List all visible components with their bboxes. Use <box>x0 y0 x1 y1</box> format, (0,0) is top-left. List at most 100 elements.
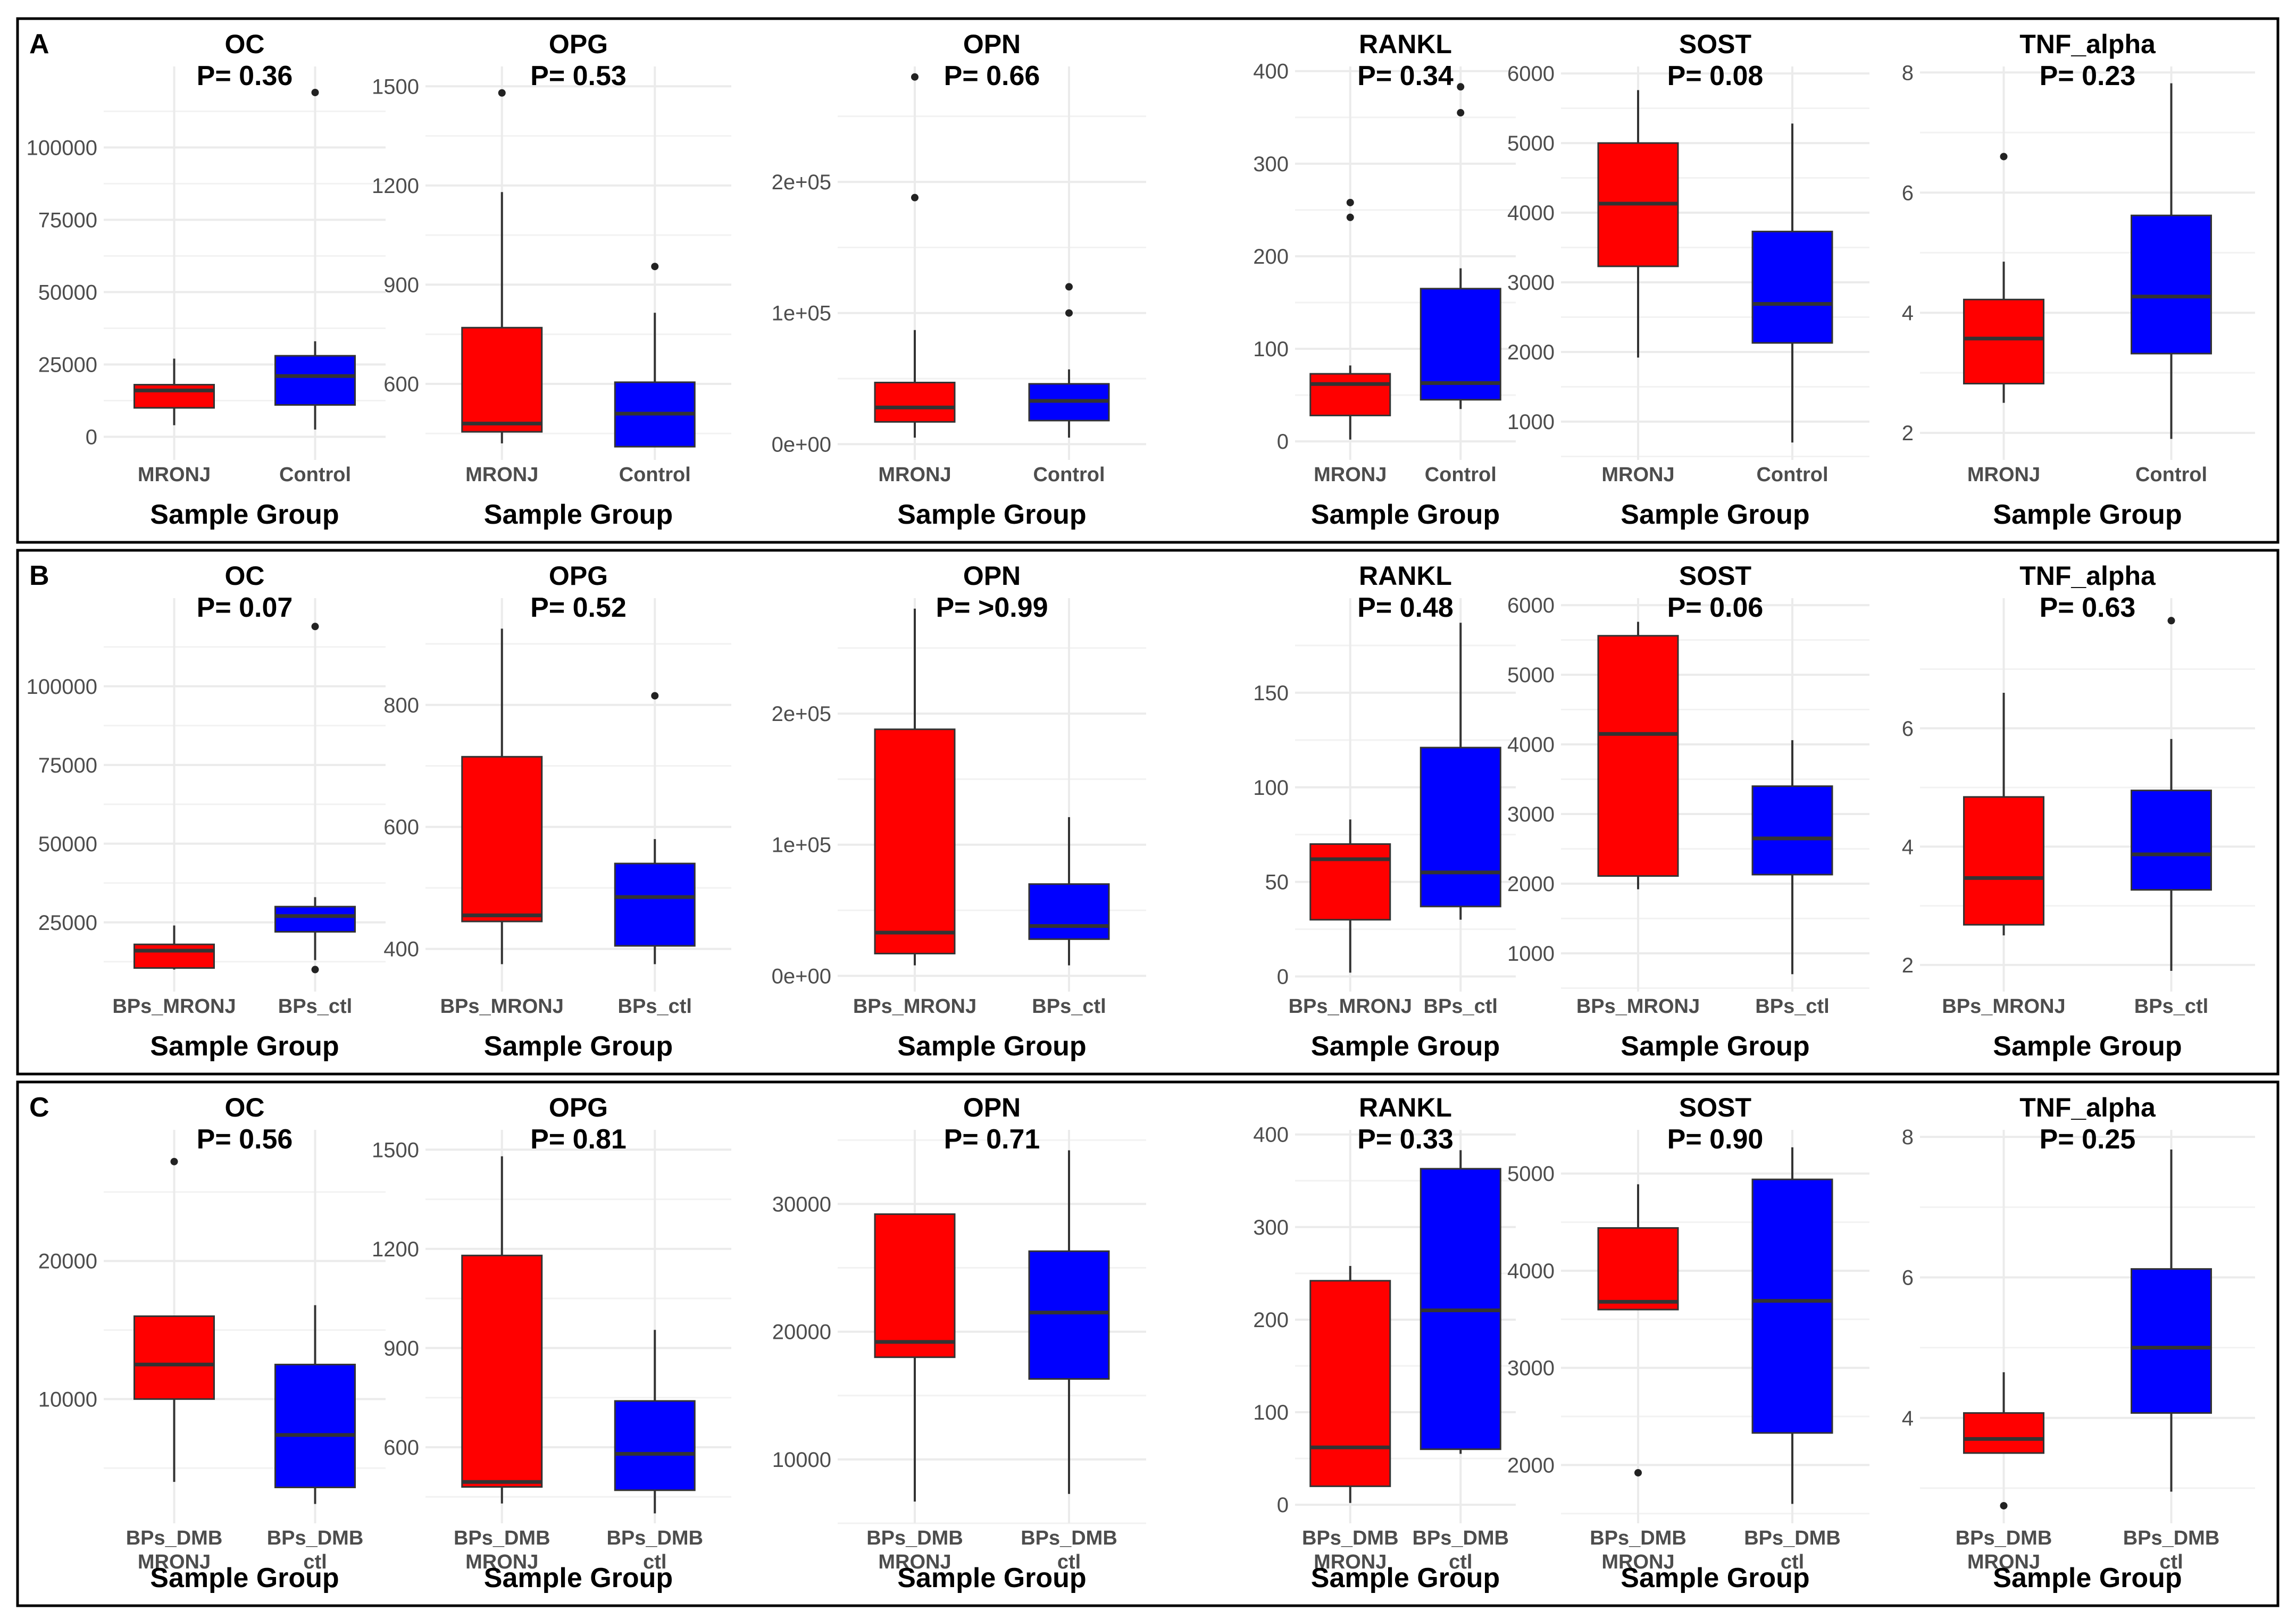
y-tick-label: 4 <box>1902 301 1914 325</box>
panel-title: OC <box>225 561 265 591</box>
outlier-point-case <box>911 194 919 202</box>
x-axis-title: Sample Group <box>150 1563 339 1593</box>
y-tick-label: 3000 <box>1507 271 1555 295</box>
panel-title: TNF_alpha <box>2019 561 2156 591</box>
box-control <box>1751 230 1833 344</box>
x-category-label: MRONJ <box>1967 464 2040 486</box>
outlier-point-case <box>2000 153 2008 161</box>
p-value-label: P= 0.07 <box>197 592 293 623</box>
y-tick-label: 25000 <box>38 353 97 376</box>
panel-title: RANKL <box>1359 1093 1452 1122</box>
p-value-label: P= 0.63 <box>2040 592 2136 623</box>
p-value-label: P= 0.52 <box>530 592 627 623</box>
box-case <box>133 384 215 409</box>
x-axis-title: Sample Group <box>484 1563 673 1593</box>
x-category-label: MRONJ <box>878 1551 951 1573</box>
box-control <box>274 355 356 406</box>
panel-letter-B: B <box>29 560 49 591</box>
box-control <box>274 1363 356 1488</box>
x-category-label: Control <box>279 464 351 486</box>
y-tick-label: 400 <box>383 938 419 961</box>
x-category-label: BPs_MRONJ <box>853 995 976 1018</box>
box-case <box>874 1213 956 1358</box>
x-category-label: BPs_DMB <box>126 1527 223 1549</box>
box-control <box>1751 785 1833 876</box>
panel-letter-C: C <box>29 1092 49 1123</box>
y-tick-label: 3000 <box>1507 803 1555 826</box>
box-control <box>614 862 696 947</box>
x-category-label: BPs_DMB <box>454 1527 550 1549</box>
x-axis-title: Sample Group <box>1993 1031 2182 1062</box>
y-tick-label: 0e+00 <box>772 433 831 456</box>
panel-title: RANKL <box>1359 29 1452 59</box>
x-category-label: MRONJ <box>465 1551 538 1573</box>
outlier-point-control <box>651 692 659 700</box>
y-tick-label: 6 <box>1902 1266 1914 1290</box>
y-tick-label: 25000 <box>38 911 97 935</box>
y-tick-label: 20000 <box>772 1321 831 1344</box>
y-tick-label: 100 <box>1253 1401 1289 1424</box>
box-control <box>2131 1268 2212 1414</box>
panel-title: OPG <box>549 29 608 59</box>
x-category-label: ctl <box>303 1551 327 1573</box>
x-axis-title: Sample Group <box>1311 1563 1500 1593</box>
y-tick-label: 200 <box>1253 245 1289 269</box>
y-tick-label: 6000 <box>1507 62 1555 86</box>
x-category-label: BPs_DMB <box>866 1527 963 1549</box>
y-tick-label: 1200 <box>372 1238 419 1261</box>
y-tick-label: 10000 <box>38 1388 97 1411</box>
y-tick-label: 100000 <box>27 675 97 699</box>
panel-B-OC: 25000 50000 75000 100000 OCP= 0.07 BPs_MRONJ B… <box>27 561 386 1062</box>
y-tick-label: 300 <box>1253 153 1289 176</box>
x-axis-title: Sample Group <box>1993 1563 2182 1593</box>
x-category-label: BPs_DMB <box>1956 1527 2052 1549</box>
y-tick-label: 100000 <box>27 136 97 160</box>
x-category-label: BPs_ctl <box>2134 995 2208 1018</box>
y-tick-label: 75000 <box>38 754 97 777</box>
y-tick-label: 2e+05 <box>772 702 831 726</box>
y-tick-label: 1000 <box>1507 410 1555 434</box>
p-value-label: P= 0.53 <box>530 61 627 91</box>
x-axis-title: Sample Group <box>897 1563 1086 1593</box>
x-category-label: MRONJ <box>138 1551 211 1573</box>
y-tick-label: 6 <box>1902 717 1914 741</box>
panel-title: RANKL <box>1359 561 1452 591</box>
panel-title: SOST <box>1679 1093 1751 1122</box>
x-axis-title: Sample Group <box>484 1031 673 1062</box>
row-frame-A <box>16 17 2280 544</box>
x-category-label: BPs_ctl <box>618 995 692 1018</box>
box-case <box>461 1254 543 1488</box>
x-category-label: ctl <box>1449 1551 1472 1573</box>
x-category-label: BPs_ctl <box>1755 995 1829 1018</box>
y-tick-label: 200 <box>1253 1308 1289 1332</box>
box-control <box>274 905 356 933</box>
panel-title: SOST <box>1679 29 1751 59</box>
outlier-point-control <box>311 966 319 974</box>
y-tick-label: 300 <box>1253 1216 1289 1239</box>
y-tick-label: 1000 <box>1507 942 1555 966</box>
x-category-label: MRONJ <box>138 464 211 486</box>
outlier-point-case <box>2000 1501 2008 1509</box>
panel-title: OPG <box>549 1093 608 1122</box>
x-category-label: BPs_DMB <box>1302 1527 1399 1549</box>
outlier-point-control <box>2167 617 2175 625</box>
box-case <box>874 381 956 423</box>
y-tick-label: 8 <box>1902 61 1914 85</box>
p-value-label: P= 0.56 <box>197 1124 293 1155</box>
x-category-label: MRONJ <box>1967 1551 2040 1573</box>
y-tick-label: 900 <box>383 1337 419 1360</box>
x-axis-title: Sample Group <box>897 1031 1086 1062</box>
box-case <box>461 326 543 433</box>
y-tick-label: 50 <box>1265 871 1289 894</box>
p-value-label: P= 0.33 <box>1357 1124 1454 1155</box>
y-tick-label: 50000 <box>38 833 97 856</box>
